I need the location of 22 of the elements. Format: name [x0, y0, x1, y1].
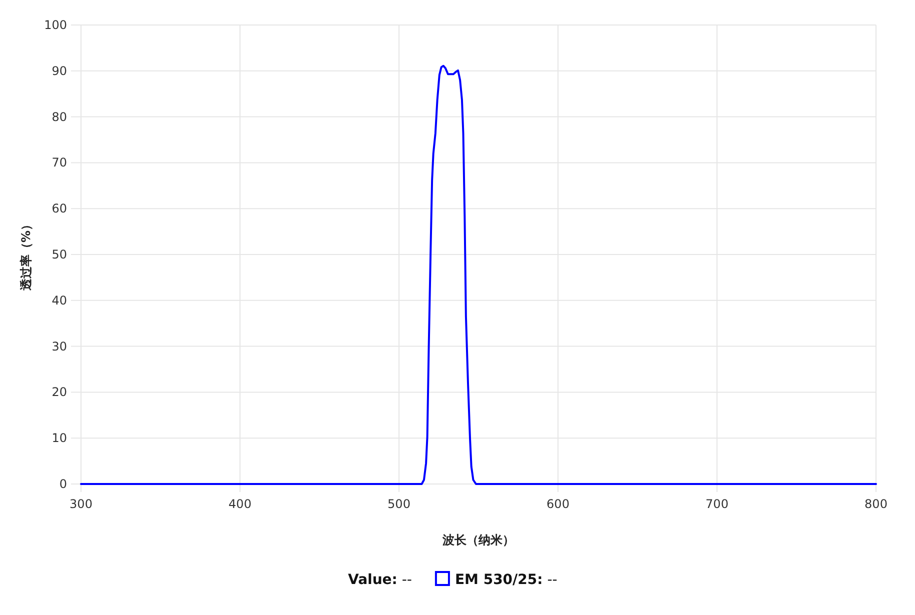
y-tick-label: 30 — [52, 339, 67, 354]
y-axis-title: 透过率（%） — [19, 218, 33, 292]
x-axis-title: 波长（纳米） — [442, 533, 514, 547]
x-tick-label: 300 — [70, 497, 92, 511]
text: : -- — [537, 572, 558, 588]
y-tick-label: 60 — [52, 202, 67, 216]
y-tick-label: 80 — [52, 110, 67, 124]
y-tick-label: 10 — [52, 431, 67, 446]
y-tick-label: 70 — [52, 156, 67, 170]
y-tick-label: 50 — [52, 248, 67, 262]
x-tick-label: 400 — [228, 497, 252, 511]
y-tick-label: 0 — [59, 477, 67, 491]
x-tick-label: 700 — [706, 497, 728, 511]
y-tick-label: 90 — [52, 64, 67, 78]
y-tick-label: 20 — [52, 385, 67, 400]
legend-label: EM 530/25 — [454, 572, 538, 588]
y-tick-label: 100 — [44, 18, 67, 32]
x-tick-label: 800 — [864, 497, 888, 511]
x-tick-label: 600 — [546, 497, 570, 511]
y-tick-label: 40 — [52, 293, 67, 308]
text: Value: -- — [348, 572, 412, 588]
x-tick-label: 500 — [388, 497, 410, 511]
